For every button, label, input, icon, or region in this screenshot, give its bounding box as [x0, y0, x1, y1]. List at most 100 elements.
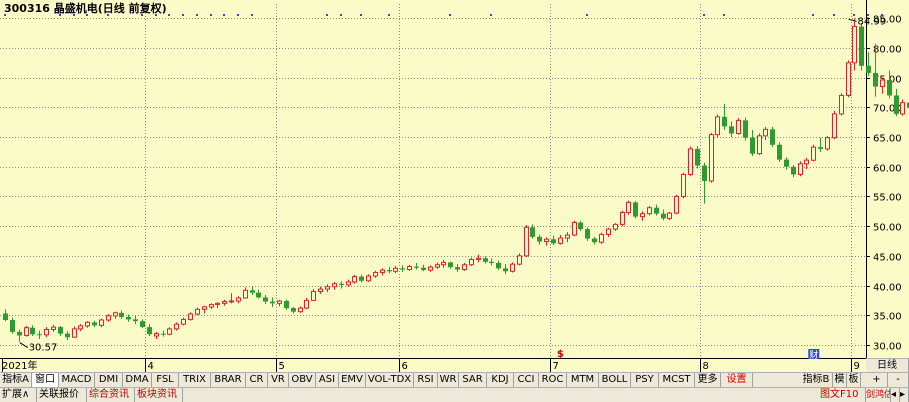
candle-body-up: [832, 113, 837, 139]
candle-body-down: [887, 80, 892, 96]
candle-body-up: [366, 275, 371, 282]
candle-body-up: [688, 148, 693, 175]
annotation-arrow: [19, 342, 28, 348]
annotation-arrow: [848, 18, 857, 22]
candle-body-down: [263, 297, 268, 302]
expand-tab[interactable]: 扩展∧: [0, 388, 37, 402]
candle-body-down: [695, 148, 700, 166]
indicator-button-boll[interactable]: BOLL: [599, 373, 631, 387]
indicator-button-voltdx[interactable]: VOL-TDX: [366, 373, 414, 387]
period-label[interactable]: 日线: [866, 358, 909, 372]
zoom-in-button[interactable]: +: [866, 373, 888, 387]
info-dot: [237, 14, 239, 16]
indicator-button-emv[interactable]: EMV: [339, 373, 366, 387]
candle-body-up: [613, 223, 618, 230]
candle-body-down: [421, 267, 426, 271]
indicator-button-roc[interactable]: ROC: [539, 373, 567, 387]
candle-body-down: [818, 147, 823, 149]
candle-body-up: [325, 286, 330, 290]
candle-body-up: [24, 327, 29, 336]
candle-body-up: [78, 325, 83, 330]
info-dot: [586, 14, 588, 16]
info-dot: [360, 14, 362, 16]
info-dot: [196, 14, 198, 16]
x-tick-label: 8: [703, 361, 709, 372]
indicator-button-brar[interactable]: BRAR: [211, 373, 246, 387]
candle-body-down: [894, 95, 899, 114]
candle-body-up: [318, 288, 323, 292]
indicator-button-mtm[interactable]: MTM: [567, 373, 599, 387]
candlestick-chart[interactable]: 300316 晶盛机电(日线 前复权) 30.00 35.00 40.00 45.00 5…: [0, 0, 909, 372]
candle-body-up: [709, 134, 714, 182]
candle-body-up: [181, 318, 186, 325]
indicator-button-a[interactable]: 指标A: [0, 373, 32, 387]
x-tick-label: 9: [854, 361, 860, 372]
indicator-toolbar: 指标A 窗口 MACD DMI DMA FSL TRIX BRAR CR VR OBV ASI EMV V…: [0, 358, 909, 387]
chart-title: 300316 晶盛机电(日线 前复权): [4, 1, 167, 15]
candle-body-up: [757, 135, 762, 155]
indicator-button-asi[interactable]: ASI: [316, 373, 339, 387]
info-dot: [223, 14, 225, 16]
indicator-button-wr[interactable]: WR: [438, 373, 459, 387]
indicator-button-cr[interactable]: CR: [246, 373, 268, 387]
indicator-button-1[interactable]: 窗口: [32, 373, 59, 387]
candle-body-down: [448, 262, 453, 268]
zoom-out-button[interactable]: -: [888, 373, 909, 387]
candle-body-down: [592, 238, 597, 243]
candle-body-up: [620, 211, 625, 225]
candle-body-up: [880, 79, 885, 88]
candle-body-up: [393, 267, 398, 272]
indicator-button-25[interactable]: 设置: [721, 373, 753, 387]
indicator-button-psy[interactable]: PSY: [631, 373, 659, 387]
candle-body-down: [387, 270, 392, 272]
finance-marker-bg: [808, 349, 820, 359]
indicator-button-fsl[interactable]: FSL: [152, 373, 179, 387]
y-tick-label: 40.00: [873, 283, 902, 294]
template-button-a[interactable]: 模: [833, 373, 847, 387]
info-dot: [210, 14, 212, 16]
candle-body-up: [167, 328, 172, 335]
low-price-annotation: 30.57: [29, 343, 58, 354]
related-quotes-tab[interactable]: 关联报价: [37, 388, 87, 402]
candle-body-up: [647, 207, 652, 215]
candle-body-down: [3, 313, 8, 320]
candle-body-up: [839, 94, 844, 115]
indicator-button-dma[interactable]: DMA: [123, 373, 152, 387]
candle-body-down: [654, 207, 659, 214]
indicator-button-obv[interactable]: OBV: [289, 373, 316, 387]
indicator-button-rsi[interactable]: RSI: [414, 373, 438, 387]
candle-body-up: [804, 159, 809, 165]
candle-body-up: [544, 238, 549, 243]
candle-body-down: [17, 331, 22, 336]
info-dot: [86, 14, 88, 16]
indicator-button-cci[interactable]: CCI: [514, 373, 539, 387]
info-dot: [723, 14, 725, 16]
x-tick-label: 7: [553, 361, 559, 372]
valuation-button[interactable]: 剑鸿估值: [866, 388, 891, 402]
indicator-b-button[interactable]: 指标B: [800, 373, 833, 387]
candle-body-down: [37, 334, 42, 336]
candle-body-up: [715, 116, 720, 136]
candle-body-up: [476, 257, 481, 260]
indicator-button-mcst[interactable]: MCST: [659, 373, 695, 387]
scroll-right-button[interactable]: ▸: [900, 388, 909, 402]
f10-button[interactable]: 图文F10: [818, 388, 866, 402]
indicator-button-dmi[interactable]: DMI: [95, 373, 123, 387]
info-dot: [107, 14, 109, 16]
indicator-button-trix[interactable]: TRIX: [179, 373, 211, 387]
y-tick-label: 60.00: [873, 164, 902, 175]
composite-news-tab[interactable]: 综合资讯: [87, 388, 135, 402]
price-chart-area[interactable]: 300316 晶盛机电(日线 前复权) 30.00 35.00 40.00 45.00 5…: [0, 0, 909, 372]
candle-body-up: [209, 304, 214, 308]
sector-news-tab[interactable]: 板块资讯: [135, 388, 183, 402]
indicator-button-kdj[interactable]: KDJ: [487, 373, 514, 387]
candle-body-up: [332, 283, 337, 288]
template-button-b[interactable]: 板: [847, 373, 861, 387]
candle-body-down: [661, 213, 666, 219]
indicator-button-sar[interactable]: SAR: [459, 373, 487, 387]
indicator-button-macd[interactable]: MACD: [59, 373, 95, 387]
scroll-left-button[interactable]: ◂: [891, 388, 900, 402]
candle-body-down: [140, 321, 145, 328]
indicator-button-vr[interactable]: VR: [268, 373, 289, 387]
indicator-button-24[interactable]: 更多: [695, 373, 721, 387]
